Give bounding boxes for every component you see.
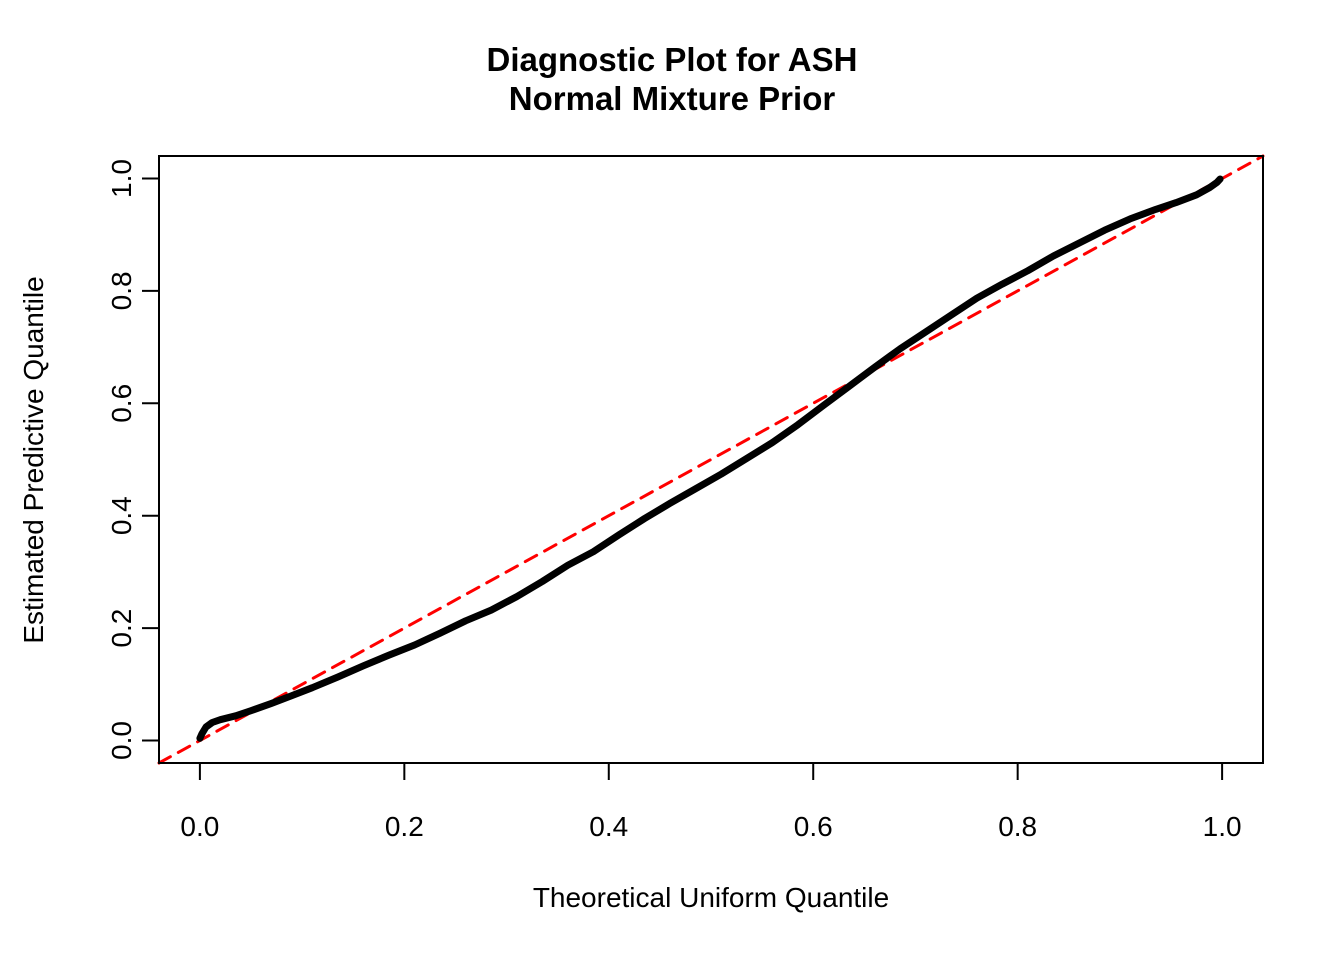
y-tick-label: 0.4	[106, 496, 137, 535]
chart-title-line-2: Normal Mixture Prior	[508, 80, 836, 117]
y-tick-label: 0.6	[106, 384, 137, 423]
y-tick-label: 0.0	[106, 721, 137, 760]
y-axis-label: Estimated Predictive Quantile	[18, 276, 49, 644]
x-tick-label: 0.2	[385, 811, 424, 842]
estimated-predictive-quantile-curve	[196, 175, 1224, 742]
y-tick-label: 0.2	[106, 609, 137, 648]
x-tick-label: 0.6	[794, 811, 833, 842]
x-tick-label: 0.4	[589, 811, 628, 842]
x-tick-label: 1.0	[1203, 811, 1242, 842]
y-tick-label: 1.0	[106, 159, 137, 198]
x-tick-label: 0.8	[998, 811, 1037, 842]
plot-border	[158, 155, 1264, 764]
y-tick-label: 0.8	[106, 271, 137, 310]
chart-title-line-1: Diagnostic Plot for ASH	[486, 41, 858, 78]
identity-reference-line	[157, 154, 1265, 765]
x-axis-label: Theoretical Uniform Quantile	[532, 882, 890, 913]
x-tick-label: 0.0	[180, 811, 219, 842]
